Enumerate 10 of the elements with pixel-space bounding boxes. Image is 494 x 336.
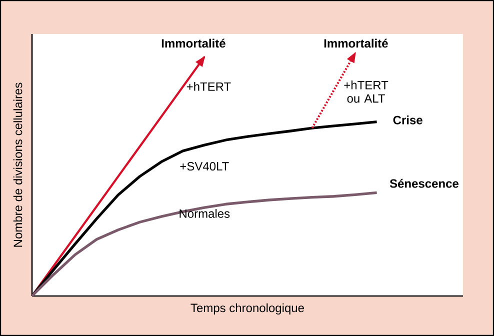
annotation: +SV40LT xyxy=(180,162,229,171)
annotation: Normales xyxy=(180,209,230,218)
annotation: Sénescence xyxy=(390,178,459,188)
annotation: Crise xyxy=(393,116,422,124)
y-axis-title: Nombre de divisions cellulaires xyxy=(13,82,22,247)
annotation: +hTERT xyxy=(186,82,231,91)
text: Immortalité xyxy=(324,38,388,48)
x-axis-title: Temps chronologique xyxy=(190,303,304,315)
text: Immortalité xyxy=(162,38,226,48)
annotation: +hTERT ou ALT xyxy=(344,80,388,103)
